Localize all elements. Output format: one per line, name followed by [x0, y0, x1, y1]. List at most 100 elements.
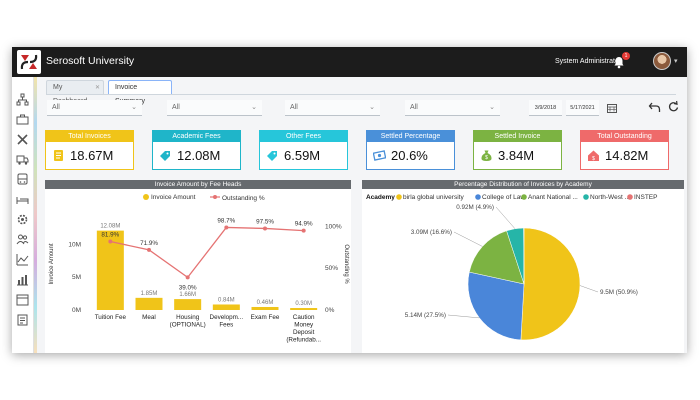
x-tick-label: (Refundab... [286, 337, 321, 344]
kpi-card-total-outstanding[interactable]: Total Outstanding $ 14.82M [580, 130, 669, 170]
kpi-value: 3.84M [498, 148, 535, 163]
line-chart-icon[interactable] [16, 253, 29, 266]
document-icon [54, 150, 63, 161]
pie-chart: Academy birla global university College of… [366, 194, 657, 341]
pie-slice [520, 227, 581, 341]
pie-data-label: 5.14M (27.5%) [405, 312, 446, 319]
filter-value: All [52, 104, 60, 111]
user-name[interactable]: System Administrator [555, 58, 622, 65]
truck-icon[interactable] [16, 153, 29, 166]
chevron-down-icon: ⌄ [131, 104, 137, 111]
tools-icon[interactable] [16, 133, 29, 146]
bar-data-label: 0.30M [295, 301, 312, 307]
kpi-card-other-fees[interactable]: Other Fees 6.59M [259, 130, 348, 170]
top-bar: Serosoft University System Administrator… [12, 47, 687, 77]
tab-my-dashboard[interactable]: My Dashboard ✕ [46, 80, 104, 105]
chevron-down-icon[interactable]: ▾ [674, 58, 678, 65]
calendar-icon[interactable] [16, 293, 29, 306]
line-point [147, 247, 151, 252]
kpi-value: 20.6% [391, 148, 428, 163]
kpi-value: 14.82M [605, 148, 649, 163]
close-icon[interactable]: ✕ [94, 85, 100, 91]
x-tick-label: Tuition Fee [95, 314, 127, 321]
y2-tick-label: 50% [325, 265, 338, 272]
line-data-label: 97.5% [256, 218, 274, 225]
bar-data-label: 0.84M [218, 297, 235, 303]
filter-value: All [410, 104, 418, 111]
y-tick-label: 5M [72, 274, 81, 281]
app-logo[interactable] [17, 50, 41, 74]
legend-label: Invoice Amount [151, 194, 196, 201]
undo-icon[interactable] [648, 100, 661, 113]
refresh-icon[interactable] [668, 100, 679, 113]
bell-icon[interactable] [612, 55, 626, 69]
kpi-card-settled-percentage[interactable]: Settled Percentage 20.6% [366, 130, 455, 170]
bar-chart-icon[interactable] [16, 273, 29, 286]
kpi-label: Academic Fees [153, 131, 240, 142]
clipboard-icon[interactable] [16, 313, 29, 326]
legend-swatch [475, 194, 481, 200]
bed-icon[interactable] [16, 193, 29, 206]
y2-tick-label: 0% [325, 307, 335, 314]
y2-tick-label: 100% [325, 223, 342, 230]
bar-line-chart: Invoice Amount Outstanding % 0M 5M 10M 0% 50% 1… [49, 217, 349, 344]
legend-swatch [521, 194, 527, 200]
bar-data-label: 0.46M [257, 300, 274, 306]
users-icon[interactable] [16, 233, 29, 246]
bar [290, 308, 318, 310]
kpi-label: Total Invoices [46, 131, 133, 142]
filter-select-1[interactable]: All ⌄ [47, 100, 142, 116]
money-bag-icon: $ [481, 150, 492, 161]
kpi-card-settled-invoice[interactable]: Settled Invoice $ 3.84M [473, 130, 562, 170]
bar-data-label: 1.85M [141, 291, 158, 297]
kpi-card-academic-fees[interactable]: Academic Fees 12.08M [152, 130, 241, 170]
bus-icon[interactable] [16, 173, 29, 186]
bar [174, 299, 202, 310]
svg-text:$: $ [485, 155, 488, 161]
bar [251, 306, 279, 310]
chevron-down-icon: ⌄ [251, 104, 257, 111]
chart-panel-fee-heads: Invoice Amount by Fee Heads Invoice Amou… [45, 180, 351, 353]
date-from-input[interactable]: 3/9/2018 [529, 100, 562, 116]
outstanding-line [110, 226, 304, 279]
filter-select-3[interactable]: All ⌄ [285, 100, 380, 116]
line-point [263, 226, 267, 231]
y-axis-label: Invoice Amount [49, 243, 55, 284]
tab-invoice-summary[interactable]: Invoice Summary [108, 80, 172, 105]
x-tick-label: Meal [142, 314, 156, 321]
pie-leader-line [495, 206, 516, 229]
x-tick-label: Exam Fee [251, 314, 280, 321]
legend-label: Anant National ... [528, 194, 578, 201]
avatar[interactable] [653, 52, 671, 70]
bar [212, 304, 240, 310]
filter-value: All [290, 104, 298, 111]
line-point [301, 228, 306, 233]
filter-select-2[interactable]: All ⌄ [167, 100, 262, 116]
line-data-label: 71.9% [140, 240, 158, 247]
legend-label: INSTEP [634, 194, 657, 201]
filter-select-4[interactable]: All ⌄ [405, 100, 500, 116]
legend-item[interactable]: Invoice Amount [143, 194, 195, 201]
pie-leader-line [579, 285, 599, 293]
kpi-label: Other Fees [260, 131, 347, 142]
pie-data-label: 3.09M (16.6%) [411, 229, 452, 236]
legend-swatch [143, 194, 149, 200]
gear-icon[interactable] [16, 213, 29, 226]
y2-axis-label: Outstanding % [343, 244, 349, 284]
calendar-icon[interactable] [607, 103, 617, 113]
sidebar [12, 77, 34, 353]
briefcase-icon[interactable] [16, 113, 29, 126]
legend-title: Academy [366, 194, 395, 201]
app-window: Serosoft University System Administrator… [12, 47, 687, 353]
kpi-card-total-invoices[interactable]: Total Invoices 18.67M [45, 130, 134, 170]
kpi-value: 6.59M [284, 148, 321, 163]
legend-label: Outstanding % [222, 195, 265, 202]
sitemap-icon[interactable] [16, 93, 29, 106]
chevron-down-icon: ⌄ [369, 104, 375, 111]
tab-divider [46, 94, 676, 95]
bar [135, 297, 163, 310]
chart-title: Invoice Amount by Fee Heads [45, 180, 351, 189]
date-to-input[interactable]: 5/17/2021 [566, 100, 599, 116]
bar-data-label: 1.66M [179, 292, 196, 298]
legend-item[interactable]: Outstanding % [210, 194, 265, 202]
